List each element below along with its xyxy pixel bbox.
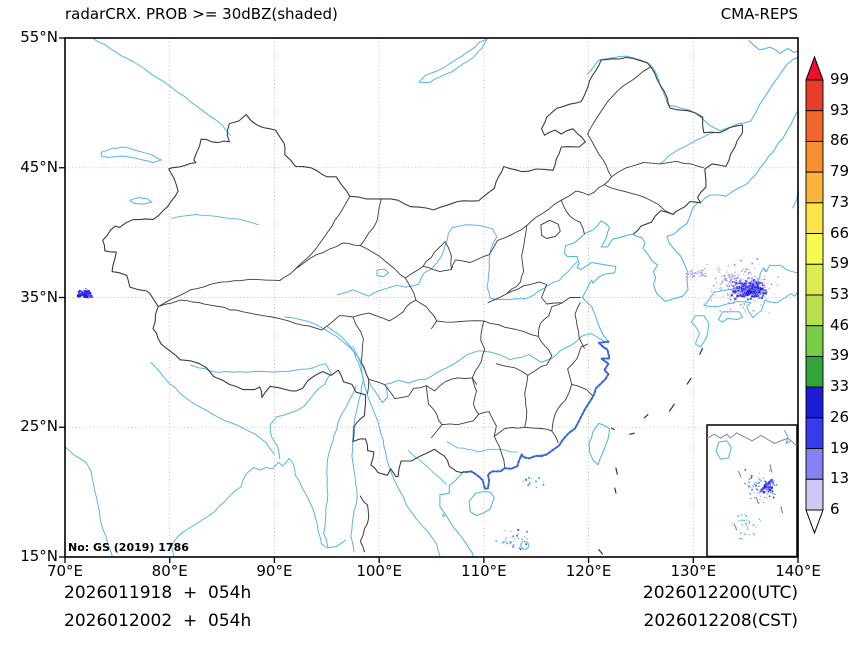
lat-tick-label: 55°N [20, 28, 58, 46]
lat-tick-label: 25°N [20, 417, 58, 436]
colorbar-tick-label: 39 [830, 346, 850, 365]
colorbar-tick-label: 93 [830, 100, 850, 119]
lat-tick-label: 45°N [20, 157, 58, 176]
country-borders [102, 56, 744, 555]
colorbar-tick-label: 79 [830, 162, 850, 181]
lon-tick-label: 70°E [46, 562, 84, 580]
colorbar-tick-label: 19 [830, 438, 850, 457]
init-time-cst: 2026012002 + 054h [64, 611, 252, 631]
lon-tick-label: 130°E [670, 562, 717, 580]
watermark: No: GS (2019) 1786 [68, 541, 189, 554]
lon-tick-label: 110°E [461, 562, 507, 580]
lon-tick-label: 140°E [775, 562, 821, 580]
water-features [65, 38, 798, 557]
lon-tick-label: 120°E [565, 562, 612, 580]
lat-tick-label: 35°N [20, 287, 58, 306]
lon-tick-label: 90°E [256, 562, 293, 580]
gridlines [65, 38, 798, 557]
ragged-coast [462, 340, 611, 490]
lon-tick-label: 100°E [356, 562, 402, 580]
valid-time-cst: 2026012208(CST) [643, 611, 798, 631]
colorbar-tick-label: 86 [830, 131, 850, 150]
colorbar-tick-label: 6 [830, 500, 840, 518]
south-china-sea-inset [706, 424, 798, 558]
colorbar-tick-label: 13 [830, 469, 850, 488]
colorbar-tick-label: 59 [830, 254, 850, 273]
colorbar-tick-label: 66 [830, 223, 850, 242]
colorbar-tick-label: 53 [830, 285, 850, 303]
colorbar-tick-label: 99 [830, 70, 850, 88]
colorbar [805, 55, 824, 535]
model-source-label: CMA-REPS [720, 5, 798, 23]
colorbar-tick-label: 73 [830, 192, 850, 211]
init-time-utc: 2026011918 + 054h [64, 583, 252, 603]
colorbar-tick-label: 46 [830, 315, 850, 334]
lat-tick-label: 15°N [20, 547, 58, 565]
colorbar-tick-label: 26 [830, 407, 850, 426]
probability-shading [76, 258, 780, 551]
colorbar-tick-label: 33 [830, 377, 850, 396]
lon-tick-label: 80°E [151, 562, 188, 580]
plot-frame [59, 37, 799, 563]
plot-title: radarCRX. PROB >= 30dBZ(shaded) [65, 5, 338, 23]
valid-time-utc: 2026012200(UTC) [642, 583, 798, 603]
